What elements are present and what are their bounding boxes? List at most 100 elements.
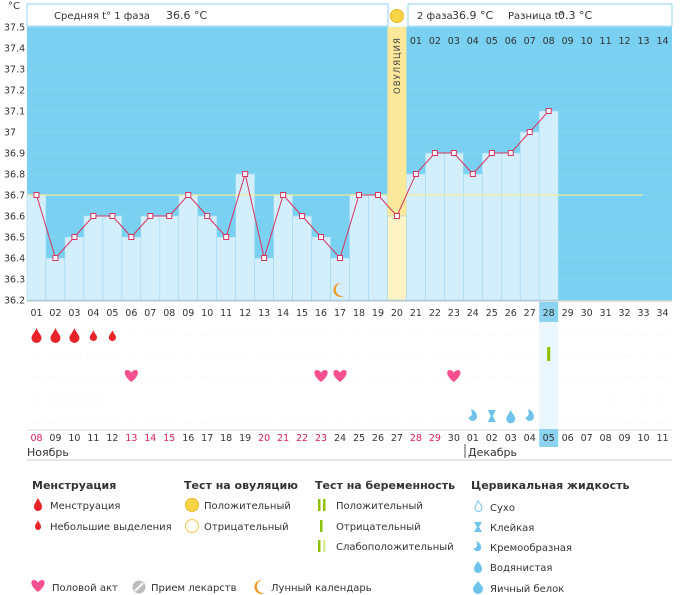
luteal-days-row: 01 02 03 04 05 06 07 08 09 10 11 12 13 14 <box>410 36 669 47</box>
cycle-day-label: 33 <box>637 308 649 319</box>
temperature-bar <box>64 236 85 301</box>
temperature-point <box>337 255 344 261</box>
current-day-column <box>539 322 559 430</box>
cervical-fluid-sticky-marker <box>487 410 496 422</box>
temperature-point <box>166 213 173 219</box>
diff-value: 0.3 °C <box>558 9 592 22</box>
temperature-point <box>33 192 40 198</box>
menstruation-icon <box>34 498 42 511</box>
luteal-day-label: 05 <box>486 36 498 47</box>
ovulation-test-positive-icon <box>185 498 199 512</box>
legend-bottom-item-1: Половой акт <box>52 583 118 594</box>
cycle-day-label: 34 <box>656 308 668 319</box>
legend-menstruation-title: Менструация <box>32 479 116 492</box>
ovulation-test-negative-icon <box>185 519 199 533</box>
calendar-date-label: 29 <box>429 433 441 444</box>
luteal-day-label: 03 <box>448 36 460 47</box>
legend-cervical-title: Цервикальная жидкость <box>471 479 629 492</box>
calendar-date-label: 09 <box>619 433 631 444</box>
temperature-bar <box>292 215 312 301</box>
cycle-day-label: 04 <box>87 308 99 319</box>
cycle-day-label: 28 <box>543 308 555 319</box>
intercourse-marker <box>333 370 347 382</box>
sticky-icon <box>474 522 482 532</box>
temperature-point <box>469 171 476 177</box>
calendar-date-label: 22 <box>296 433 308 444</box>
phase2-value: 36.9 °C <box>452 9 493 22</box>
legend-cervical-item-1: Сухо <box>490 503 515 514</box>
temperature-bar <box>140 215 161 301</box>
temperature-point <box>450 150 457 156</box>
cycle-day-label: 29 <box>562 308 574 319</box>
calendar-date-label: 02 <box>486 433 498 444</box>
cycle-day-label: 32 <box>619 308 631 319</box>
y-tick-label: 37.5 <box>4 23 25 34</box>
calendar-date-label: 18 <box>220 433 232 444</box>
temperature-point <box>488 150 495 156</box>
temperature-bar <box>121 236 142 301</box>
cycle-day-label: 20 <box>391 308 403 319</box>
cycle-day-label: 03 <box>68 308 80 319</box>
legend-ovulation-test-item-1: Положительный <box>204 501 291 512</box>
calendar-date-label: 08 <box>30 433 42 444</box>
calendar-date-label: 13 <box>125 433 137 444</box>
pregnancy-test-marker <box>547 347 551 361</box>
cycle-day-label: 30 <box>581 308 593 319</box>
menstruation-marker <box>50 328 61 343</box>
luteal-day-label: 07 <box>524 36 536 47</box>
calendar-date-label: 12 <box>106 433 118 444</box>
temperature-bar <box>83 215 104 301</box>
cycle-day-label: 10 <box>201 308 213 319</box>
y-tick-label: 36.2 <box>4 296 25 307</box>
symptom-area <box>30 322 669 430</box>
temperature-point <box>393 213 400 219</box>
temperature-point <box>355 192 362 198</box>
temperature-point <box>204 213 211 219</box>
cycle-day-label: 12 <box>239 308 251 319</box>
plot-area: ОВУЛЯЦИЯ <box>26 9 672 301</box>
temperature-bar <box>159 215 180 301</box>
legend: Менструация Менструация Небольшие выделе… <box>31 479 629 595</box>
intercourse-marker <box>124 370 138 382</box>
cycle-day-label: 18 <box>353 308 365 319</box>
pregnancy-test-negative-icon <box>320 520 323 532</box>
legend-cervical-item-5: Яичный белок <box>490 584 564 595</box>
legend-cervical-item-4: Водянистая <box>490 563 552 574</box>
temperature-bar <box>349 194 369 301</box>
temperature-bar <box>216 236 236 301</box>
y-tick-label: 36.9 <box>4 149 25 160</box>
temperature-bar <box>178 194 199 301</box>
y-tick-label: 37 <box>4 128 16 139</box>
y-tick-label: 36.6 <box>4 212 25 223</box>
temperature-point <box>318 234 325 240</box>
legend-cervical-item-2: Клейкая <box>490 523 534 534</box>
temperature-point <box>431 150 438 156</box>
egg-white-icon <box>473 581 483 594</box>
calendar-date-label: 26 <box>372 433 384 444</box>
y-tick-label: 36.3 <box>4 275 25 286</box>
watery-icon <box>474 561 482 573</box>
legend-pregnancy-test-title: Тест на беременность <box>315 479 455 492</box>
luteal-day-label: 10 <box>581 36 593 47</box>
pregnancy-test-positive-icon <box>318 499 321 511</box>
temperature-point <box>52 255 59 261</box>
temperature-point <box>299 213 306 219</box>
light-spotting-marker <box>108 330 116 342</box>
temperature-bar <box>254 257 274 301</box>
calendar-dates-row: 08 09 10 11 12 13 14 15 16 17 18 19 20 21 22 23 24 25 26 27… <box>27 429 672 447</box>
legend-pregnancy-test-item-1: Положительный <box>336 501 423 512</box>
temperature-bar <box>500 152 521 301</box>
temperature-point <box>242 171 249 177</box>
legend-menstruation-item-2: Небольшие выделения <box>50 522 172 533</box>
y-tick-label: 37.1 <box>4 107 25 118</box>
cycle-day-label: 23 <box>448 308 460 319</box>
cycle-day-label: 05 <box>106 308 118 319</box>
calendar-date-label: 30 <box>448 433 460 444</box>
dry-icon <box>474 499 483 512</box>
calendar-date-label: 17 <box>201 433 213 444</box>
phase1-label: Средняя t° 1 фаза <box>54 11 150 22</box>
cycle-day-label: 07 <box>144 308 156 319</box>
calendar-date-label: 21 <box>277 433 289 444</box>
